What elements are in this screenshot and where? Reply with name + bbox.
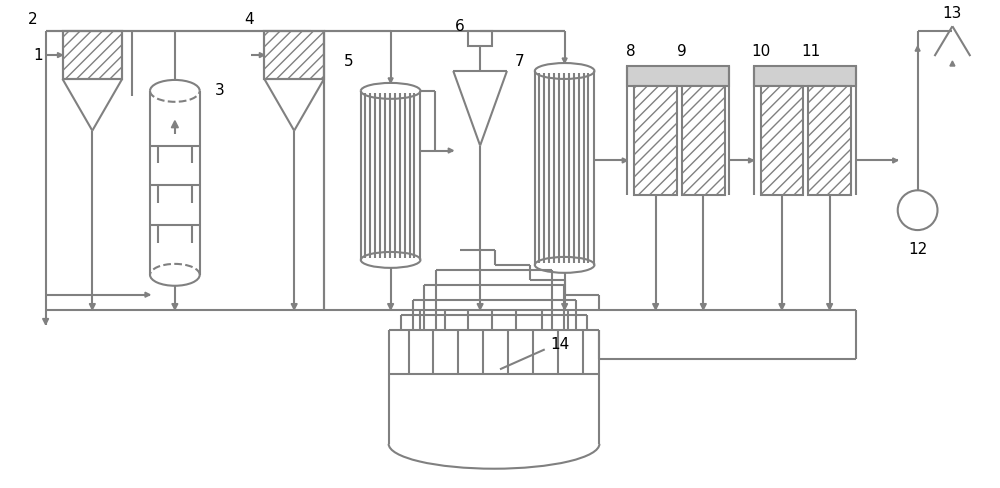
Polygon shape (172, 304, 178, 309)
Polygon shape (562, 304, 568, 309)
Polygon shape (653, 304, 659, 309)
Polygon shape (477, 304, 483, 309)
Text: 9: 9 (677, 43, 687, 59)
Text: 3: 3 (215, 83, 224, 99)
Polygon shape (700, 304, 706, 309)
Text: 11: 11 (802, 43, 821, 59)
Text: 10: 10 (751, 43, 770, 59)
Polygon shape (89, 304, 95, 309)
Polygon shape (259, 53, 264, 58)
Polygon shape (291, 304, 297, 309)
Bar (634, 86, 677, 195)
Polygon shape (893, 158, 898, 163)
Bar (468, 31, 492, 46)
Bar (627, 66, 729, 86)
Text: 5: 5 (344, 54, 354, 68)
Polygon shape (915, 46, 920, 51)
Bar (808, 86, 851, 195)
Polygon shape (43, 319, 49, 325)
Polygon shape (827, 304, 833, 309)
Bar (264, 31, 324, 79)
Bar (682, 86, 725, 195)
Bar (264, 31, 324, 79)
Polygon shape (749, 158, 754, 163)
Bar (63, 31, 122, 79)
Polygon shape (388, 78, 393, 83)
Text: 1: 1 (33, 48, 42, 62)
Polygon shape (171, 121, 178, 128)
Polygon shape (388, 304, 394, 309)
Text: 7: 7 (515, 54, 525, 68)
Text: 2: 2 (28, 12, 37, 27)
Polygon shape (779, 304, 785, 309)
Text: 8: 8 (626, 43, 636, 59)
Text: 14: 14 (550, 337, 569, 352)
Bar (63, 31, 122, 79)
Polygon shape (58, 53, 63, 58)
Text: 6: 6 (455, 19, 465, 34)
Polygon shape (562, 58, 567, 63)
Polygon shape (145, 292, 150, 297)
Text: 12: 12 (908, 243, 927, 258)
Polygon shape (448, 148, 453, 153)
Polygon shape (622, 158, 627, 163)
Text: 13: 13 (943, 6, 962, 21)
Polygon shape (950, 61, 955, 66)
Bar (754, 66, 856, 86)
Bar (761, 86, 803, 195)
Text: 4: 4 (245, 12, 254, 27)
